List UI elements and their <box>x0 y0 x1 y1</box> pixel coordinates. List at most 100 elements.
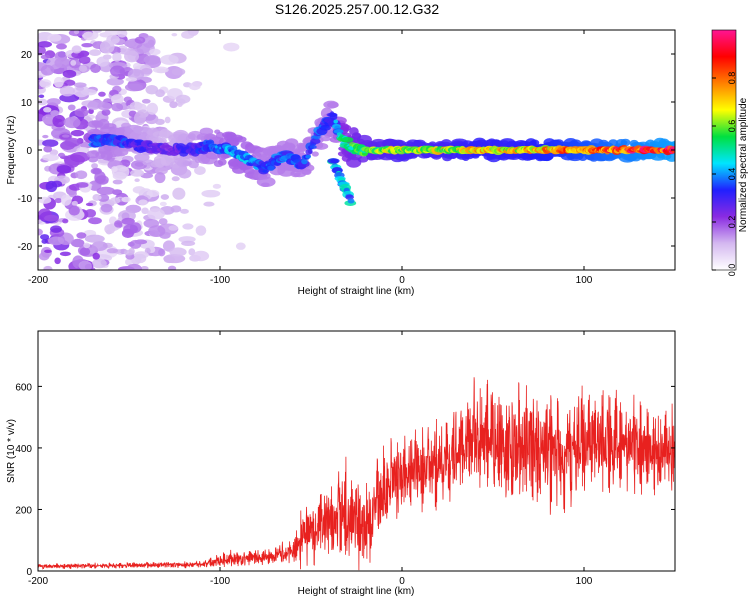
heatmap-cell <box>45 180 58 193</box>
heatmap-cell <box>78 55 91 65</box>
heatmap-cell <box>44 214 59 222</box>
spectrogram-ylabel: Frequency (Hz) <box>6 116 17 185</box>
heatmap-cell <box>158 248 166 257</box>
heatmap-cell <box>42 139 59 148</box>
heatmap-cell <box>132 186 146 194</box>
heatmap-cell <box>38 94 45 99</box>
heatmap-cell <box>141 98 151 104</box>
colorbar-tick-label: 0.0 <box>727 264 737 277</box>
heatmap-cell <box>54 257 61 265</box>
heatmap-cell <box>38 252 50 261</box>
heatmap-cell <box>127 241 135 247</box>
heatmap-cell <box>146 189 160 198</box>
heatmap-cell <box>74 108 89 117</box>
heatmap-cell <box>125 258 133 266</box>
heatmap-cells <box>38 30 675 270</box>
heatmap-cell <box>357 156 369 163</box>
heatmap-cell <box>70 129 85 137</box>
heatmap-cell <box>541 153 553 162</box>
heatmap-cell <box>121 217 135 225</box>
heatmap-cell <box>95 195 102 200</box>
heatmap-cell <box>169 247 187 257</box>
heatmap-cell <box>106 77 124 86</box>
heatmap-cell <box>181 240 196 247</box>
heatmap-cell <box>126 263 142 270</box>
heatmap-cell <box>43 145 53 153</box>
heatmap-cell <box>267 165 275 171</box>
heatmap-cell <box>125 77 138 82</box>
heatmap-cell <box>143 54 161 65</box>
heatmap-cell <box>89 49 102 56</box>
heatmap-cell <box>223 42 240 52</box>
heatmap-cell <box>120 48 127 53</box>
colorbar-tick-label: 0.8 <box>727 72 737 85</box>
y-tick-label: -20 <box>18 242 33 253</box>
heatmap-cell <box>314 142 329 150</box>
heatmap-cell <box>82 31 95 41</box>
heatmap-cell <box>60 194 72 206</box>
heatmap-cell <box>38 45 46 56</box>
heatmap-cell <box>159 201 167 207</box>
heatmap-cell <box>194 166 206 175</box>
x-tick-label: -200 <box>28 275 48 286</box>
heatmap-cell <box>78 65 88 73</box>
snr-xlabel: Height of straight line (km) <box>298 586 415 597</box>
heatmap-cell <box>69 152 90 163</box>
heatmap-cell <box>195 225 207 236</box>
y-tick-label: 10 <box>21 98 33 109</box>
heatmap-cell <box>70 238 85 248</box>
colorbar-gradient <box>711 29 737 271</box>
colorbar-label: Normalized spectral amplitude <box>738 97 749 232</box>
heatmap-cell <box>130 169 145 177</box>
heatmap-cell <box>134 153 150 162</box>
heatmap-cell <box>256 176 276 187</box>
heatmap-cell <box>63 116 81 129</box>
heatmap-cell <box>333 119 339 124</box>
heatmap-cell <box>347 198 355 204</box>
heatmap-cell <box>285 138 299 149</box>
heatmap-cell <box>41 239 48 244</box>
heatmap-cell <box>59 85 75 97</box>
heatmap-cell <box>105 229 112 235</box>
colorbar-tick-label: 0.2 <box>727 216 737 229</box>
heatmap-cell <box>141 67 153 75</box>
heatmap-cell <box>146 102 159 115</box>
heatmap-cell <box>38 228 43 236</box>
heatmap-cell <box>145 85 159 95</box>
heatmap-cell <box>140 266 149 270</box>
heatmap-cell <box>124 50 139 63</box>
heatmap-cell <box>71 51 85 59</box>
heatmap-cell <box>149 48 161 56</box>
heatmap-cell <box>52 114 66 128</box>
heatmap-cell <box>42 134 49 139</box>
heatmap-cell <box>106 34 120 45</box>
heatmap-cell <box>160 194 170 200</box>
heatmap-cell <box>48 236 65 246</box>
heatmap-cell <box>309 145 317 149</box>
heatmap-cell <box>43 265 53 270</box>
heatmap-cell <box>172 187 186 200</box>
heatmap-cell <box>180 208 189 214</box>
heatmap-cell <box>449 152 458 159</box>
heatmap-cell <box>97 102 112 111</box>
heatmap-cell <box>56 165 72 174</box>
heatmap-cell <box>112 179 123 185</box>
heatmap-cell <box>320 124 331 131</box>
heatmap-cell <box>530 139 540 146</box>
snr-ylabel: SNR (10 * v/v) <box>6 419 17 483</box>
heatmap-cell <box>109 197 121 204</box>
snr-ticks: -200 -100 0 100 0 200 400 600 <box>15 331 675 587</box>
heatmap-cell <box>43 107 52 113</box>
heatmap-cell <box>64 137 81 147</box>
heatmap-cell <box>329 113 338 121</box>
heatmap-cell <box>98 91 106 97</box>
heatmap-cell <box>91 241 108 251</box>
heatmap-cell <box>75 170 88 180</box>
x-tick-label: -100 <box>210 275 230 286</box>
heatmap-cell <box>39 81 51 87</box>
x-tick-label: -200 <box>28 576 48 587</box>
heatmap-cell <box>124 83 144 92</box>
heatmap-cell <box>192 250 210 262</box>
heatmap-cell <box>142 35 156 48</box>
